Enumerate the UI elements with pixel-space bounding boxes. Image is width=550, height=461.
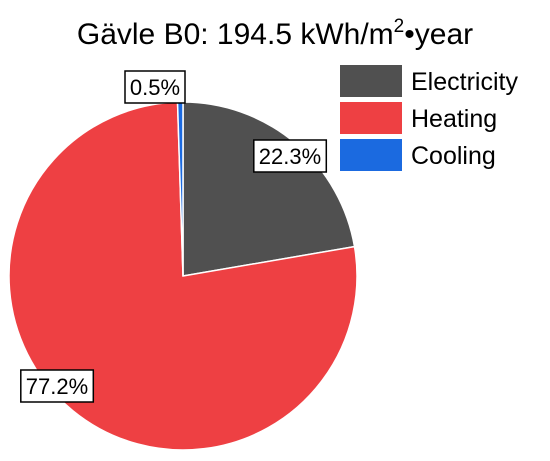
pie-slice-electricity <box>182 101 356 277</box>
legend-label-cooling: Cooling <box>411 142 496 170</box>
title-superscript: 2 <box>394 16 405 37</box>
pie-slice-heating <box>8 101 358 451</box>
data-label-text-electricity: 22.3% <box>259 144 321 169</box>
data-label-box-heating <box>20 369 95 403</box>
chart-title: Gävle B0: 194.5 kWh/m2•year <box>77 16 473 51</box>
legend-label-heating: Heating <box>411 105 497 133</box>
legend-label-electricity: Electricity <box>411 68 518 96</box>
data-label-text-heating: 77.2% <box>26 374 88 399</box>
legend-swatch-heating <box>340 102 402 134</box>
legend-swatch-cooling <box>340 139 402 171</box>
pie-data-labels: 22.3% 77.2% 0.5% <box>20 70 328 403</box>
data-label-electricity: 22.3% <box>253 139 328 173</box>
data-label-heating: 77.2% <box>20 369 95 403</box>
data-label-cooling: 0.5% <box>124 70 186 104</box>
legend-swatch-electricity <box>340 65 402 97</box>
data-label-box-electricity <box>253 139 328 173</box>
data-label-text-cooling: 0.5% <box>130 75 180 100</box>
pie-slices <box>8 101 358 451</box>
title-suffix: •year <box>404 18 473 51</box>
title-prefix: Gävle B0: 194.5 kWh/m <box>77 18 394 51</box>
data-label-box-cooling <box>124 70 186 104</box>
legend: Electricity Heating Cooling <box>340 65 518 171</box>
